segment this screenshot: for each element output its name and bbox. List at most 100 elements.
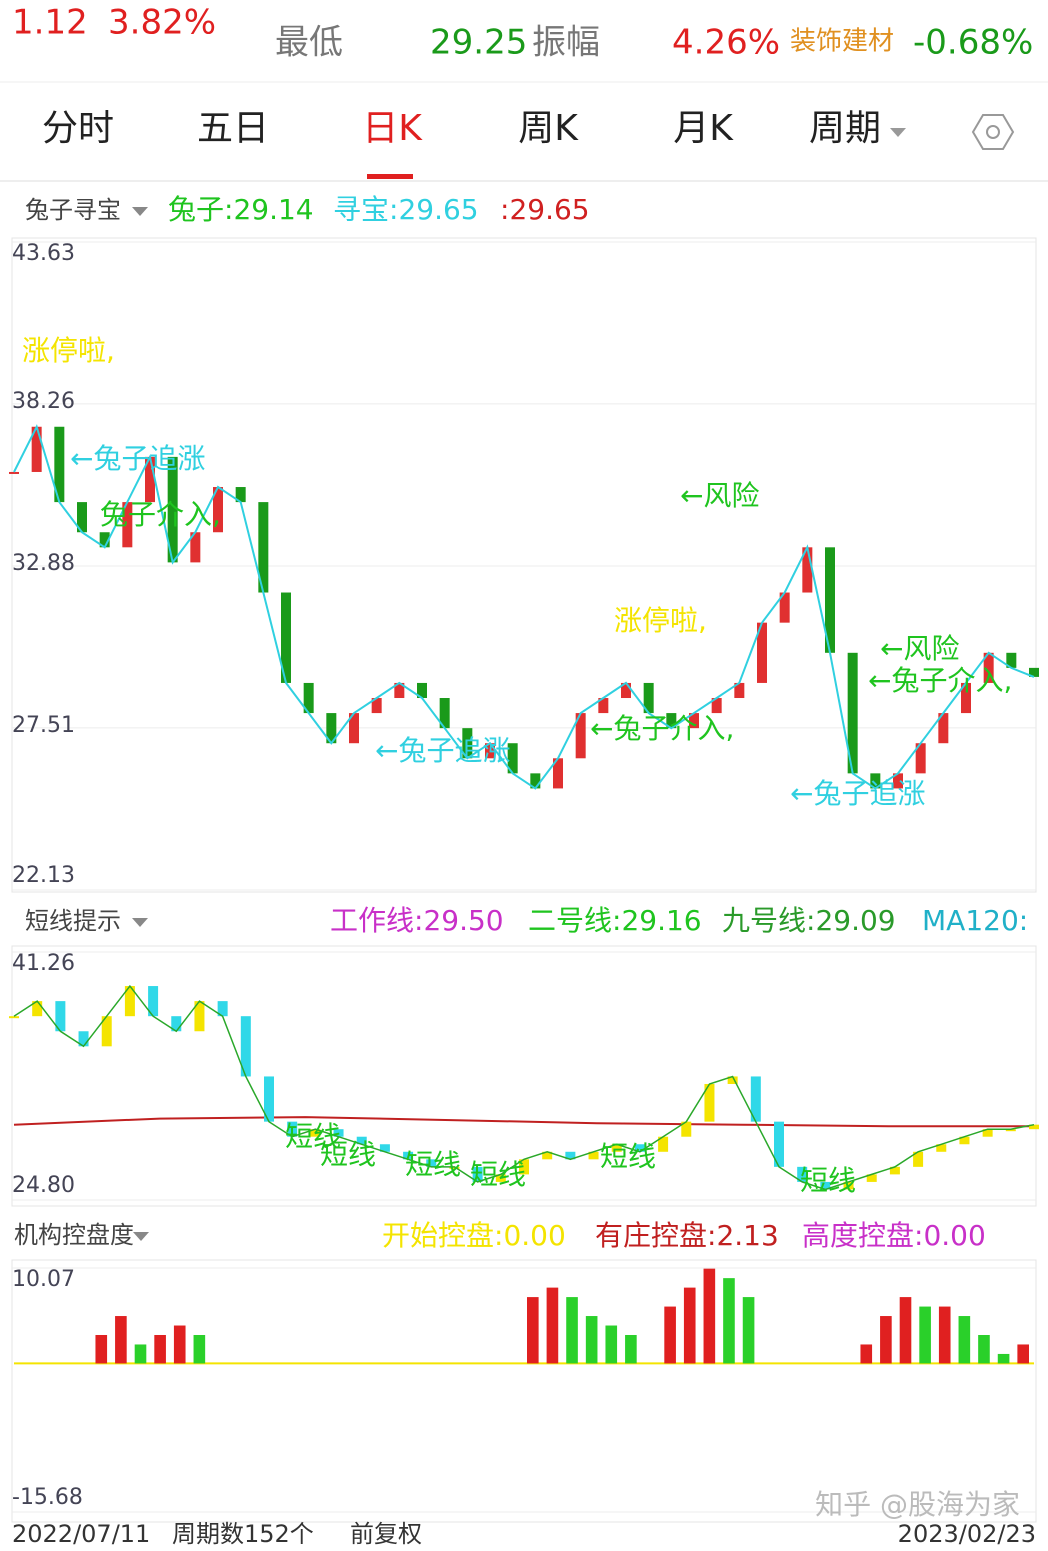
candle <box>915 743 926 774</box>
y-tick-label: 32.88 <box>12 551 75 576</box>
sector: 装饰建材 <box>790 27 894 57</box>
candle <box>426 1159 437 1167</box>
bar <box>664 1306 676 1364</box>
end-date: 2023/02/23 <box>898 1520 1036 1548</box>
annotation: ←兔子介入, <box>868 664 1012 697</box>
candle <box>310 1129 321 1137</box>
panel3-header: 机构控盘度 开始控盘:0.00 有庄控盘:2.13 高度控盘:0.00 <box>14 1219 986 1252</box>
candle <box>417 682 427 699</box>
bar <box>860 1344 873 1364</box>
candle <box>287 1121 298 1137</box>
settings-icon-dot <box>986 125 1000 139</box>
price-line <box>13 424 1035 790</box>
y-tick-label: 38.26 <box>12 389 75 414</box>
settings-icon[interactable] <box>971 114 1015 150</box>
candle <box>326 713 337 744</box>
amplitude-label: 振幅 <box>532 23 600 63</box>
candle <box>124 986 135 1017</box>
panel2-frame <box>11 945 1037 1207</box>
annotation: ←兔子介入, <box>590 712 734 745</box>
dropdown-arrow <box>132 207 148 216</box>
candle <box>264 1076 274 1122</box>
candle <box>507 743 518 774</box>
bar <box>978 1334 990 1364</box>
change-pct: 3.82% <box>108 3 216 43</box>
annotation: 涨停啦, <box>614 604 707 637</box>
tab[interactable]: 月K <box>673 108 734 149</box>
candle <box>983 652 994 683</box>
candle <box>530 773 541 789</box>
candle <box>403 1151 414 1160</box>
panel1-header: 兔子寻宝 兔子:29.14 寻宝:29.65 :29.65 <box>25 193 590 226</box>
candle <box>303 682 314 714</box>
y-tick-label: -15.68 <box>12 1485 83 1510</box>
period-count: 周期数152个 <box>172 1520 314 1548</box>
tab-active[interactable]: 日K <box>362 108 423 149</box>
candle <box>32 1001 43 1017</box>
bar <box>958 1316 971 1364</box>
candle <box>9 1016 19 1019</box>
panel-name[interactable]: 机构控盘度 <box>14 1221 134 1249</box>
candle <box>439 698 450 729</box>
candle <box>666 713 677 729</box>
candle <box>689 713 699 729</box>
bar <box>585 1316 598 1364</box>
candle <box>235 487 246 503</box>
bar <box>527 1297 539 1364</box>
panel-name[interactable]: 兔子寻宝 <box>25 196 121 224</box>
candle <box>553 758 563 789</box>
panel2-chart: 41.26 24.80 <box>9 951 1039 1201</box>
bar <box>566 1297 578 1364</box>
indicator: 有庄控盘:2.13 <box>595 1219 779 1252</box>
tab[interactable]: 周K <box>518 108 579 149</box>
bar <box>154 1334 166 1364</box>
annotation: ←风险 <box>680 479 759 512</box>
bar <box>899 1297 912 1364</box>
candle <box>171 1016 182 1032</box>
tab[interactable]: 周期 <box>809 108 881 149</box>
indicator: 九号线:29.09 <box>722 904 896 937</box>
change: 1.12 <box>12 3 88 43</box>
candle <box>938 713 949 744</box>
bar <box>115 1316 127 1364</box>
candle <box>145 456 155 503</box>
low: 29.25 <box>430 23 527 63</box>
candle <box>936 1144 947 1152</box>
candle <box>371 698 382 714</box>
indicator: 二号线:29.16 <box>528 904 702 937</box>
y-tick-label: 27.51 <box>12 713 75 738</box>
annotation: ←兔子追涨 <box>790 777 925 810</box>
panel2-header: 短线提示 工作线:29.50 二号线:29.16 九号线:29.09 MA120… <box>25 904 1028 937</box>
candle <box>889 1166 900 1175</box>
panel3-chart: 10.07 -15.68 <box>12 1267 1036 1513</box>
candle <box>349 713 359 744</box>
indicator: MA120: <box>922 904 1028 937</box>
bar <box>703 1268 716 1364</box>
panel-name[interactable]: 短线提示 <box>25 907 121 935</box>
candle <box>750 1076 761 1122</box>
tab[interactable]: 分时 <box>42 108 114 149</box>
indicator: 工作线:29.50 <box>330 904 504 937</box>
y-tick-label: 24.80 <box>12 1173 75 1198</box>
candle <box>820 1181 831 1190</box>
candle <box>258 502 269 593</box>
candle <box>217 1001 228 1017</box>
panel2-annotations: 短线 短线 短线 短线 短线 短线 <box>285 1120 856 1197</box>
candle <box>893 773 903 789</box>
tab[interactable]: 五日 <box>197 108 269 149</box>
candle <box>598 698 609 714</box>
candle <box>449 1166 460 1169</box>
candle <box>77 502 87 533</box>
candle <box>1029 667 1039 677</box>
candle <box>194 1001 205 1032</box>
candle <box>167 456 178 563</box>
annotation: 兔子介入, <box>100 498 221 531</box>
candle <box>847 652 858 774</box>
annotation: ←兔子追涨 <box>375 734 510 767</box>
indicator: :29.65 <box>500 193 590 226</box>
bar <box>723 1278 735 1364</box>
candle <box>122 502 133 548</box>
candle <box>78 1031 89 1047</box>
candle <box>495 1174 506 1182</box>
candle <box>31 426 42 472</box>
